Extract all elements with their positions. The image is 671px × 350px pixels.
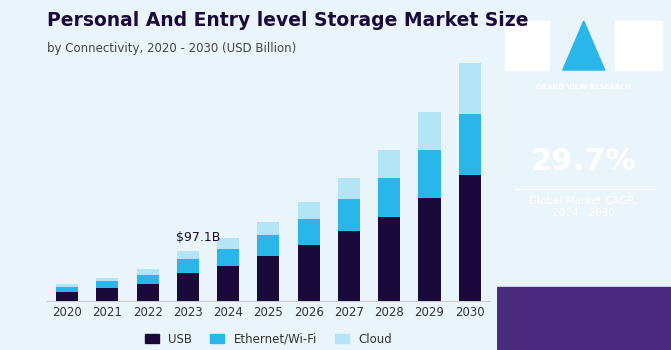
Bar <box>338 199 360 231</box>
Bar <box>217 266 240 301</box>
Polygon shape <box>563 21 605 70</box>
Bar <box>497 287 671 350</box>
Text: Global Market CAGR,
2024 - 2030: Global Market CAGR, 2024 - 2030 <box>529 196 638 218</box>
Bar <box>338 231 360 301</box>
Bar <box>177 273 199 301</box>
Bar <box>137 275 158 284</box>
Bar <box>338 178 360 199</box>
Bar <box>56 292 78 301</box>
Text: GRAND VIEW RESEARCH: GRAND VIEW RESEARCH <box>536 84 631 90</box>
Bar <box>217 249 240 266</box>
Text: Personal And Entry level Storage Market Size: Personal And Entry level Storage Market … <box>47 10 529 29</box>
Text: by Connectivity, 2020 - 2030 (USD Billion): by Connectivity, 2020 - 2030 (USD Billio… <box>47 42 296 55</box>
Bar <box>97 288 118 301</box>
Bar <box>257 222 279 235</box>
Bar <box>459 175 480 301</box>
Text: $97.1B: $97.1B <box>176 231 220 244</box>
Bar <box>419 150 440 198</box>
Bar <box>137 284 158 301</box>
Bar <box>56 284 78 287</box>
Bar <box>378 217 400 301</box>
Bar <box>177 259 199 273</box>
Bar <box>137 269 158 275</box>
Bar <box>378 178 400 217</box>
Text: Source:
www.grandviewresearch.com: Source: www.grandviewresearch.com <box>511 298 638 317</box>
Bar <box>378 150 400 178</box>
Bar <box>56 287 78 292</box>
Bar <box>615 21 662 70</box>
Bar <box>97 281 118 288</box>
Bar <box>257 256 279 301</box>
Bar <box>419 112 440 150</box>
Bar <box>298 219 319 245</box>
Bar <box>419 198 440 301</box>
Legend: USB, Ethernet/Wi-Fi, Cloud: USB, Ethernet/Wi-Fi, Cloud <box>140 328 397 350</box>
Bar <box>177 251 199 259</box>
Text: 29.7%: 29.7% <box>531 147 637 176</box>
Bar <box>505 21 549 70</box>
Bar <box>459 114 480 175</box>
Bar <box>217 238 240 249</box>
Bar <box>298 245 319 301</box>
Bar <box>257 235 279 256</box>
Bar <box>97 278 118 281</box>
Bar <box>459 63 480 114</box>
Bar <box>298 202 319 219</box>
